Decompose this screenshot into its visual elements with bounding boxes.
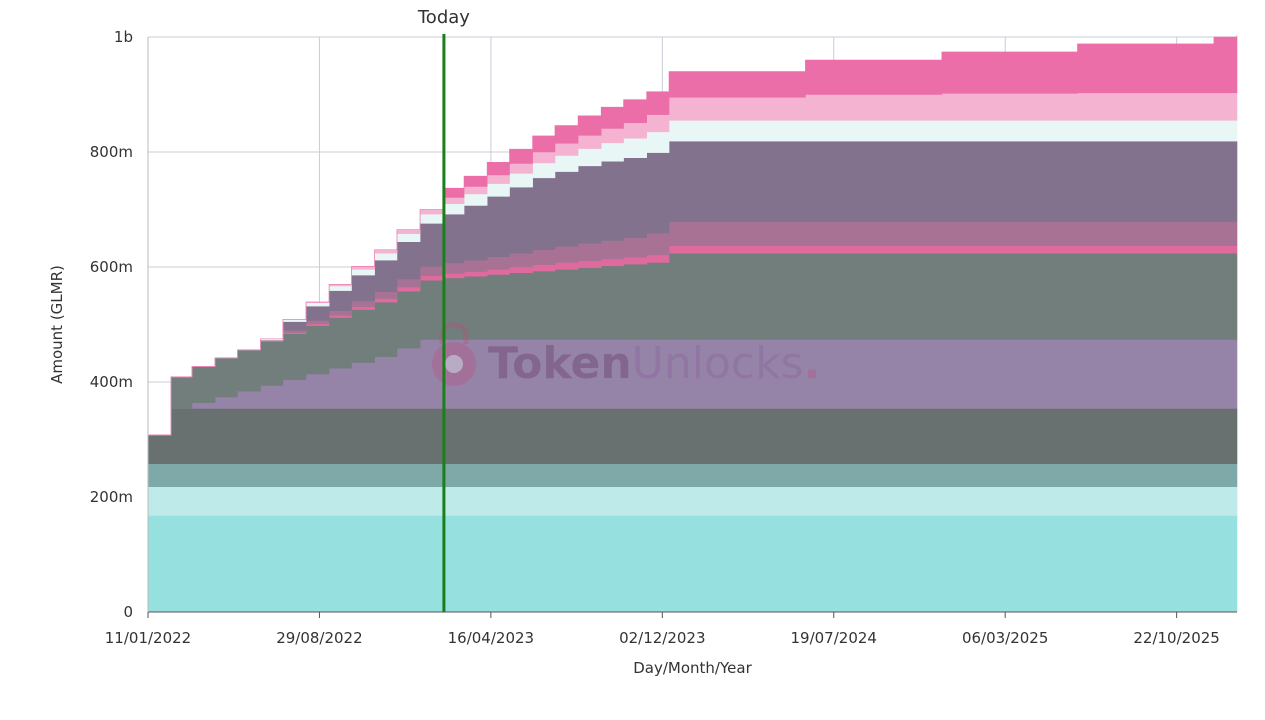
watermark-text: TokenUnlocks. bbox=[488, 338, 820, 389]
axes bbox=[147, 37, 1237, 613]
y-tick-label: 600m bbox=[90, 258, 133, 276]
x-tick-label: 11/01/2022 bbox=[105, 629, 191, 647]
area-series-2 bbox=[147, 486, 1238, 516]
y-tick-label: 1b bbox=[114, 28, 133, 46]
x-tick-label: 29/08/2022 bbox=[276, 629, 362, 647]
today-label: Today bbox=[417, 7, 470, 28]
watermark: TokenUnlocks. bbox=[432, 322, 820, 389]
area-series-12 bbox=[148, 35, 1238, 436]
y-tick-label: 0 bbox=[123, 603, 133, 621]
watermark-dot: . bbox=[804, 338, 821, 389]
y-tick-label: 200m bbox=[90, 488, 133, 506]
x-axis-ticks: 11/01/2022 29/08/2022 16/04/2023 02/12/2023… bbox=[105, 612, 1220, 647]
x-tick-label: 22/10/2025 bbox=[1133, 629, 1219, 647]
stacked-areas bbox=[147, 35, 1238, 613]
x-tick-label: 06/03/2025 bbox=[962, 629, 1048, 647]
area-series-1 bbox=[147, 515, 1238, 613]
y-axis-ticks: 0 200m 400m 600m 800m 1b bbox=[90, 28, 133, 621]
y-tick-label: 800m bbox=[90, 143, 133, 161]
today-marker: Today bbox=[417, 7, 470, 612]
x-axis-title: Day/Month/Year bbox=[633, 659, 752, 677]
y-tick-label: 400m bbox=[90, 373, 133, 391]
area-series-4 bbox=[147, 408, 1238, 464]
watermark-prefix: Token bbox=[488, 338, 632, 389]
x-tick-label: 02/12/2023 bbox=[619, 629, 705, 647]
area-series-3 bbox=[147, 463, 1238, 487]
watermark-suffix: Unlocks bbox=[632, 338, 804, 389]
x-tick-label: 19/07/2024 bbox=[791, 629, 877, 647]
y-axis-title: Amount (GLMR) bbox=[48, 265, 66, 384]
x-tick-label: 16/04/2023 bbox=[448, 629, 534, 647]
